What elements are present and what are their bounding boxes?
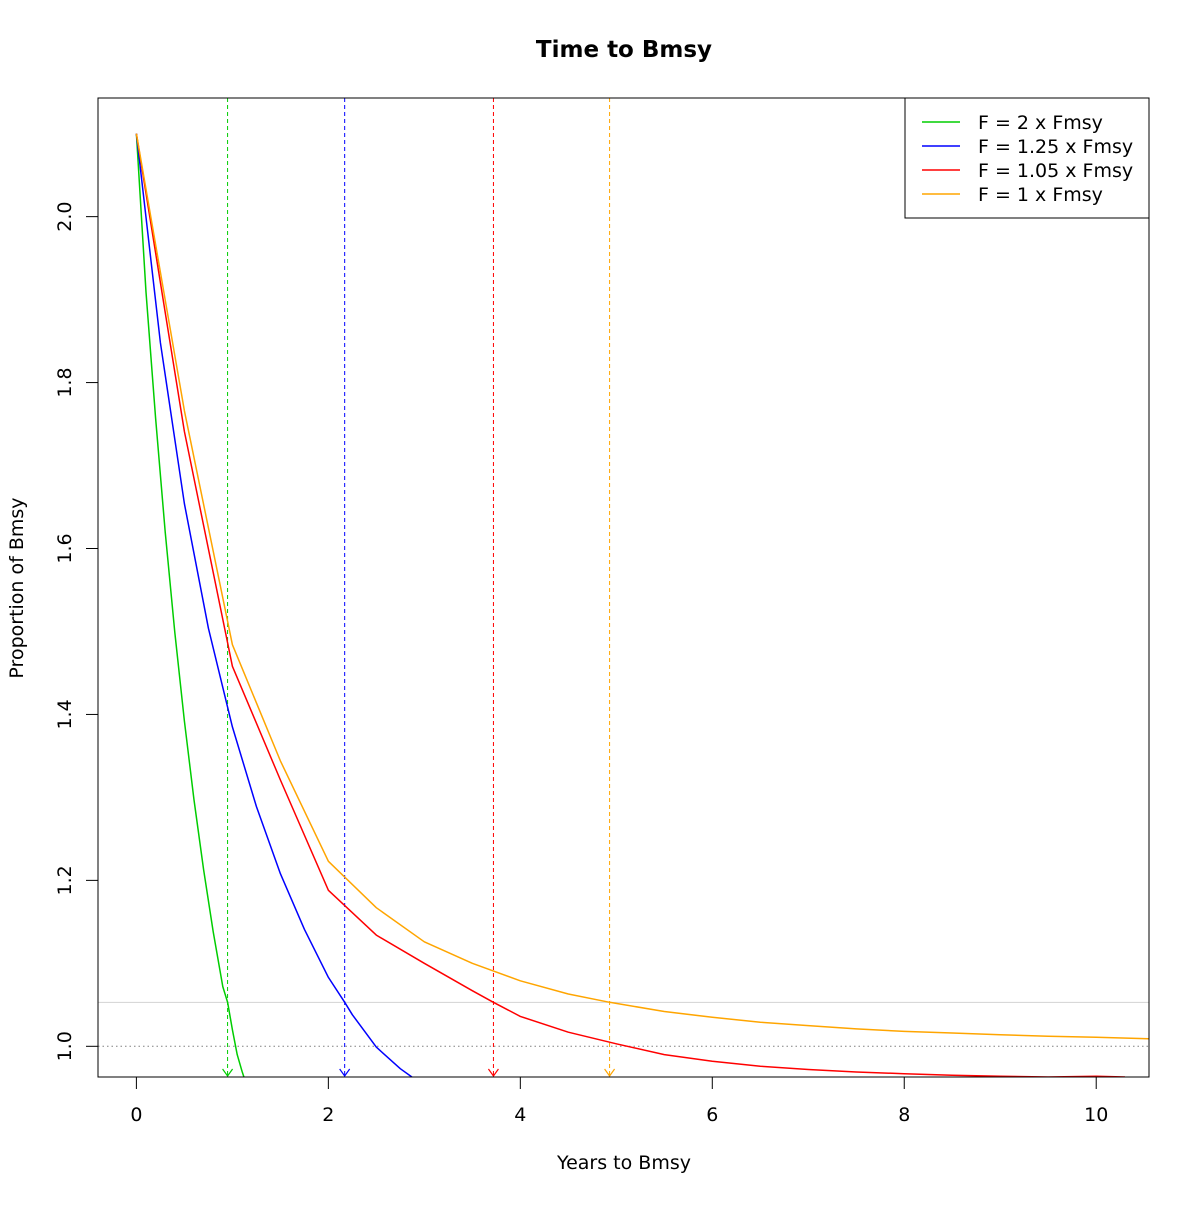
series-line <box>135 133 245 1077</box>
x-tick-label: 2 <box>322 1104 334 1126</box>
legend-box <box>904 97 1150 219</box>
legend-label: F = 1.05 x Fmsy <box>978 160 1133 182</box>
time-to-target-arrow <box>222 1068 234 1078</box>
y-tick-label: 1.8 <box>54 367 76 397</box>
x-axis-label: Years to Bmsy <box>556 1152 691 1174</box>
y-tick-label: 1.6 <box>54 533 76 563</box>
y-tick-label: 1.0 <box>54 1031 76 1061</box>
series-line <box>135 133 1126 1077</box>
time-to-target-arrow <box>339 1068 351 1078</box>
y-axis: 1.0 1.2 1.4 1.6 1.8 2.0 <box>54 202 99 1061</box>
plot-frame <box>97 97 1150 1078</box>
y-tick-label: 1.2 <box>54 865 76 895</box>
x-tick-label: 10 <box>1084 1104 1108 1126</box>
target-time-arrows <box>222 1068 616 1078</box>
reference-lines <box>98 1001 1149 1047</box>
time-to-target-arrow <box>604 1068 616 1078</box>
legend-label: F = 1 x Fmsy <box>978 184 1103 206</box>
y-tick-label: 1.4 <box>54 699 76 729</box>
target-time-lines <box>227 98 611 1075</box>
y-tick-label: 2.0 <box>54 202 76 232</box>
y-axis-label: Proportion of Bmsy <box>6 497 28 678</box>
time-to-target-arrow <box>487 1068 499 1078</box>
series-line <box>135 133 1149 1040</box>
chart-title: Time to Bmsy <box>536 37 712 63</box>
x-tick-label: 0 <box>130 1104 142 1126</box>
legend-label: F = 1.25 x Fmsy <box>978 136 1133 158</box>
legend-label: F = 2 x Fmsy <box>978 112 1103 134</box>
x-axis: 0 2 4 6 8 10 <box>130 1076 1108 1126</box>
x-tick-label: 6 <box>706 1104 718 1126</box>
x-tick-label: 8 <box>898 1104 910 1126</box>
series-lines <box>135 133 1149 1077</box>
x-tick-label: 4 <box>514 1104 526 1126</box>
series-line <box>135 133 413 1077</box>
